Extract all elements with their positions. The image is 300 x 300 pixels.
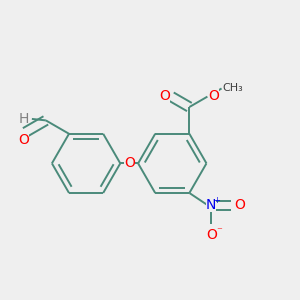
Text: O: O [208,89,219,103]
Text: O: O [19,133,29,147]
Text: ⁻: ⁻ [216,226,222,236]
Text: O: O [159,89,170,103]
Text: H: H [19,112,29,126]
Text: CH₃: CH₃ [222,83,243,93]
Text: +: + [213,196,220,206]
Text: O: O [124,156,135,170]
Text: O: O [206,228,217,242]
Text: O: O [234,198,245,212]
Text: N: N [206,198,216,212]
